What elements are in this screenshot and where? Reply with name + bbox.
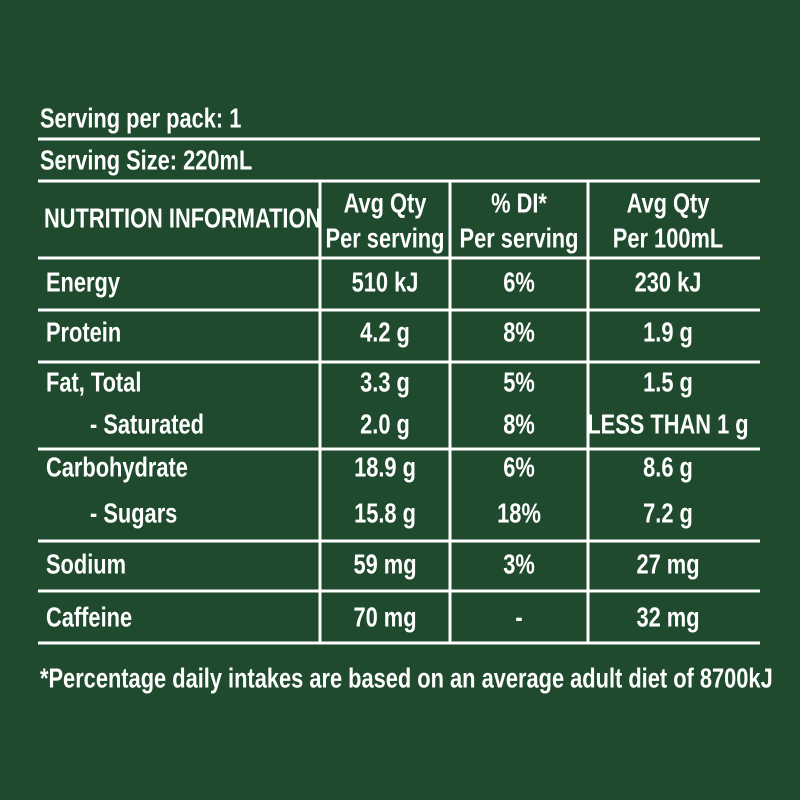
column-header: Per serving (326, 223, 445, 254)
row-label: - Saturated (90, 409, 204, 440)
cell: 27 mg (636, 549, 699, 580)
cell: - (515, 602, 522, 633)
serving-per-pack: Serving per pack: 1 (40, 103, 241, 134)
row-label: Fat, Total (46, 367, 141, 398)
cell: 32 mg (636, 602, 699, 633)
row-label: Caffeine (46, 602, 132, 633)
row-label: - Sugars (90, 498, 177, 529)
cell: 8% (503, 409, 535, 440)
column-header: Per serving (460, 223, 579, 254)
row-label: Protein (46, 317, 121, 348)
column-header: NUTRITION INFORMATION (44, 203, 321, 234)
cell: 70 mg (353, 602, 416, 633)
cell: 6% (503, 267, 535, 298)
cell: 8% (503, 317, 535, 348)
cell: 2.0 g (360, 409, 410, 440)
row-label: Energy (46, 267, 120, 298)
column-header: Avg Qty (344, 188, 427, 219)
cell: 3.3 g (360, 367, 410, 398)
column-header: % DI* (491, 188, 547, 219)
column-header: Avg Qty (627, 188, 710, 219)
column-header: Per 100mL (613, 223, 723, 254)
cell: 5% (503, 367, 535, 398)
cell: 3% (503, 549, 535, 580)
row-label: Carbohydrate (46, 452, 188, 483)
footnote: *Percentage daily intakes are based on a… (40, 663, 773, 694)
cell: 230 kJ (635, 267, 702, 298)
cell: LESS THAN 1 g (587, 409, 748, 440)
cell: 18% (497, 498, 541, 529)
row-label: Sodium (46, 549, 126, 580)
cell: 4.2 g (360, 317, 410, 348)
cell: 59 mg (353, 549, 416, 580)
cell: 1.9 g (643, 317, 693, 348)
cell: 7.2 g (643, 498, 693, 529)
serving-size: Serving Size: 220mL (40, 145, 252, 176)
cell: 18.9 g (354, 452, 416, 483)
cell: 6% (503, 452, 535, 483)
cell: 510 kJ (352, 267, 419, 298)
cell: 8.6 g (643, 452, 693, 483)
cell: 1.5 g (643, 367, 693, 398)
cell: 15.8 g (354, 498, 416, 529)
